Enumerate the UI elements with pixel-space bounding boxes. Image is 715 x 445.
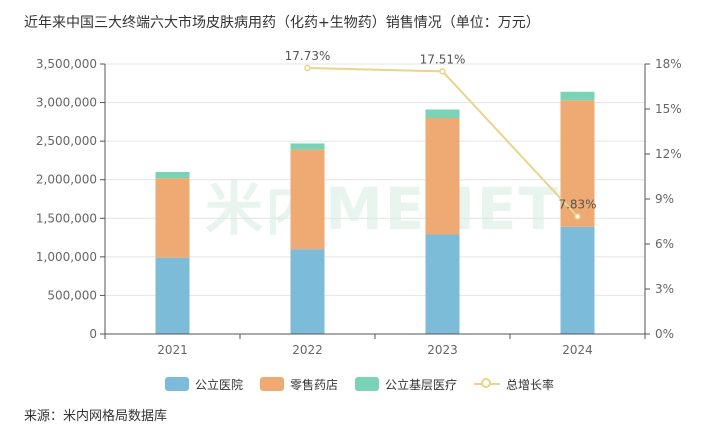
watermark-logo: 米内MENET [205, 175, 561, 243]
legend-label-growth: 总增长率 [506, 377, 555, 392]
chart-legend: 公立医院 零售药店 公立基层医疗 总增长率 [0, 374, 715, 394]
legend-label-grassroots: 公立基层医疗 [385, 377, 458, 392]
chart-title: 近年来中国三大终端六大市场皮肤病用药（化药+生物药）销售情况（单位：万元） [24, 15, 540, 31]
bar-segment [425, 234, 460, 334]
legend-item-hospital[interactable]: 公立医院 [165, 374, 243, 394]
y-right-tick-label: 12% [655, 147, 682, 161]
y-right-tick-label: 0% [655, 327, 674, 341]
y-left-tick-label: 500,000 [47, 288, 97, 302]
y-left-tick-label: 0 [89, 327, 97, 341]
y-left-tick-label: 1,500,000 [36, 211, 97, 225]
legend-swatch-retail [260, 377, 284, 391]
bar-segment [155, 178, 190, 258]
growth-rate-point [304, 64, 311, 72]
legend-swatch-grassroots [355, 377, 379, 391]
growth-rate-label: 17.73% [285, 49, 331, 63]
bar-segment [560, 226, 595, 334]
y-right-tick-label: 6% [655, 237, 674, 251]
bar-segment [290, 149, 325, 250]
x-tick-label: 2023 [427, 343, 458, 357]
y-left-tick-label: 3,500,000 [36, 57, 97, 71]
legend-swatch-hospital [165, 377, 189, 391]
legend-item-growth[interactable]: 总增长率 [474, 374, 554, 394]
bar-segment [425, 109, 460, 118]
bar-segment [290, 143, 325, 150]
x-tick-label: 2024 [562, 343, 593, 357]
y-right-tick-label: 18% [655, 57, 682, 71]
legend-label-retail: 零售药店 [290, 377, 339, 392]
y-right-tick-label: 3% [655, 282, 674, 296]
legend-label-hospital: 公立医院 [195, 377, 244, 392]
y-right-tick-label: 9% [655, 192, 674, 206]
y-left-tick-label: 2,000,000 [36, 173, 97, 187]
bar-segment [560, 91, 595, 101]
x-tick-label: 2022 [292, 343, 323, 357]
y-left-tick-label: 3,000,000 [36, 96, 97, 110]
growth-rate-label: 7.83% [558, 198, 596, 212]
bar-segment [290, 249, 325, 334]
y-left-tick-label: 1,000,000 [36, 250, 97, 264]
bar-segment [155, 257, 190, 334]
legend-item-retail[interactable]: 零售药店 [260, 374, 338, 394]
growth-rate-point [574, 213, 581, 220]
y-right-tick-label: 15% [655, 102, 682, 116]
bar-segment [425, 118, 460, 235]
legend-item-grassroots[interactable]: 公立基层医疗 [355, 374, 457, 394]
x-tick-label: 2021 [157, 343, 188, 357]
source-note: 来源：米内网格局数据库 [24, 409, 168, 424]
bar-segment [155, 172, 190, 179]
growth-rate-point [439, 68, 446, 75]
legend-line-growth [474, 377, 500, 391]
growth-rate-label: 17.51% [420, 52, 466, 66]
y-left-tick-label: 2,500,000 [36, 134, 97, 148]
